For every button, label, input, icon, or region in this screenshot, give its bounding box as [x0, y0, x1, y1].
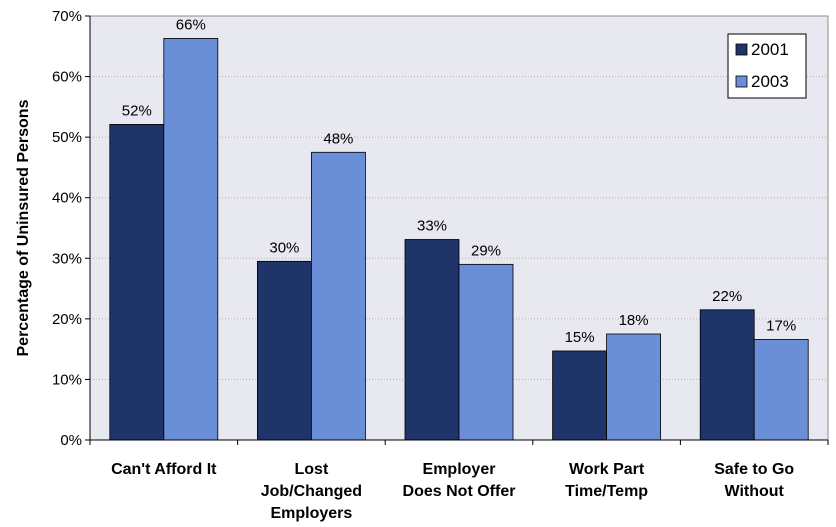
bar-2003-4	[753, 339, 809, 441]
bar-2001-3	[552, 350, 607, 441]
data-labels: 52% 66% 30% 48% 33% 29% 15% 18% 22% 17%	[122, 16, 796, 346]
y-tick-label: 20%	[52, 311, 82, 328]
data-label: 18%	[619, 312, 649, 329]
bar-2003-3	[606, 333, 661, 441]
y-tick-label: 0%	[60, 432, 82, 449]
x-category-label: Work Part Time/Temp	[565, 461, 648, 500]
data-label: 48%	[323, 130, 353, 147]
bar-2003-1	[310, 151, 366, 441]
data-label: 29%	[471, 242, 501, 259]
bar-2001-2	[404, 239, 460, 441]
legend-swatch-2003	[735, 75, 748, 88]
legend-label-2001: 2001	[751, 40, 789, 59]
data-label: 22%	[712, 288, 742, 305]
y-axis-label: Percentage of Uninsured Persons	[15, 99, 32, 356]
x-category-label: Employer Does Not Offer	[403, 461, 516, 500]
data-label: 66%	[176, 16, 206, 33]
legend: 2001 2003	[727, 33, 807, 99]
y-tick-label: 70%	[52, 8, 82, 25]
y-tick-label: 10%	[52, 371, 82, 388]
x-axis: Can't Afford It Lost Job/Changed Employers E…	[89, 439, 829, 522]
legend-swatch-2001	[735, 43, 748, 56]
bars	[109, 38, 809, 441]
x-category-label: Safe to Go Without	[714, 461, 794, 500]
data-label: 30%	[269, 239, 299, 256]
bar-2001-1	[256, 260, 312, 441]
legend-label-2003: 2003	[751, 72, 789, 91]
y-tick-label: 40%	[52, 190, 82, 207]
bar-2001-4	[699, 309, 755, 441]
bar-2001-0	[109, 124, 165, 441]
y-tick-label: 50%	[52, 129, 82, 146]
data-label: 52%	[122, 102, 152, 119]
data-label: 17%	[766, 317, 796, 334]
x-category-label: Can't Afford It	[111, 461, 217, 478]
data-label: 15%	[565, 329, 595, 346]
data-label: 33%	[417, 218, 447, 235]
y-tick-label: 60%	[52, 69, 82, 86]
bar-2003-2	[458, 263, 514, 441]
y-axis: 0% 10% 20% 30% 40% 50% 60% 70%	[52, 8, 91, 449]
x-category-label: Lost Job/Changed Employers	[261, 461, 362, 522]
y-tick-label: 30%	[52, 250, 82, 267]
bar-2003-0	[163, 38, 219, 441]
